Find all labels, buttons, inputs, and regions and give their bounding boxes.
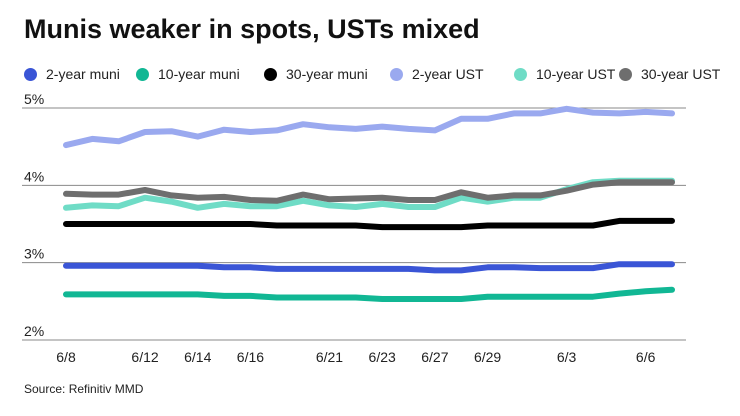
series-line-2-year-ust: [63, 105, 675, 149]
x-tick-label: 6/29: [474, 349, 501, 365]
x-tick-label: 6/16: [237, 349, 264, 365]
legend-swatch: [390, 67, 403, 81]
series-line-10-year-muni: [63, 286, 675, 302]
y-tick-label: 4%: [24, 168, 44, 184]
x-tick-label: 6/14: [184, 349, 211, 365]
x-tick-label: 6/27: [421, 349, 448, 365]
x-tick-label: 6/12: [131, 349, 158, 365]
legend-item: 2-year UST: [390, 64, 484, 84]
y-tick-label: 3%: [24, 246, 44, 262]
y-tick-label: 5%: [24, 91, 44, 107]
legend: 2-year muni 10-year muni 30-year muni 2-yea…: [24, 64, 734, 84]
series-line-30-year-ust: [63, 179, 675, 204]
legend-label: 10-year muni: [158, 66, 240, 82]
x-axis: 6/8 6/12 6/14 6/16 6/21 6/23 6/27 6/29 6/3 6/6: [56, 349, 655, 365]
legend-label: 2-year muni: [46, 66, 120, 82]
legend-swatch: [619, 67, 632, 81]
legend-swatch: [24, 67, 37, 81]
legend-item: 30-year UST: [619, 64, 720, 84]
legend-item: 2-year muni: [24, 64, 120, 84]
legend-item: 10-year muni: [136, 64, 240, 84]
legend-label: 10-year UST: [536, 66, 616, 82]
legend-item: 30-year muni: [264, 64, 368, 84]
y-tick-label: 2%: [24, 323, 44, 339]
chart-title: Munis weaker in spots, USTs mixed: [24, 14, 480, 44]
y-gridlines: 2% 3% 4% 5%: [22, 91, 686, 341]
legend-label: 30-year muni: [286, 66, 368, 82]
legend-label: 2-year UST: [412, 66, 484, 82]
x-tick-label: 6/23: [369, 349, 396, 365]
x-tick-label: 6/3: [557, 349, 577, 365]
x-tick-label: 6/21: [316, 349, 343, 365]
series-lines: [63, 105, 675, 302]
source-note: Source: Refinitiv MMD: [24, 382, 144, 396]
legend-label: 30-year UST: [641, 66, 721, 82]
legend-item: 10-year UST: [514, 64, 615, 84]
legend-swatch: [264, 67, 277, 81]
series-line-2-year-muni: [63, 261, 675, 274]
x-tick-label: 6/6: [636, 349, 656, 365]
legend-swatch: [514, 67, 527, 81]
legend-swatch: [136, 67, 149, 81]
series-line-30-year-muni: [63, 217, 675, 231]
x-tick-label: 6/8: [56, 349, 76, 365]
